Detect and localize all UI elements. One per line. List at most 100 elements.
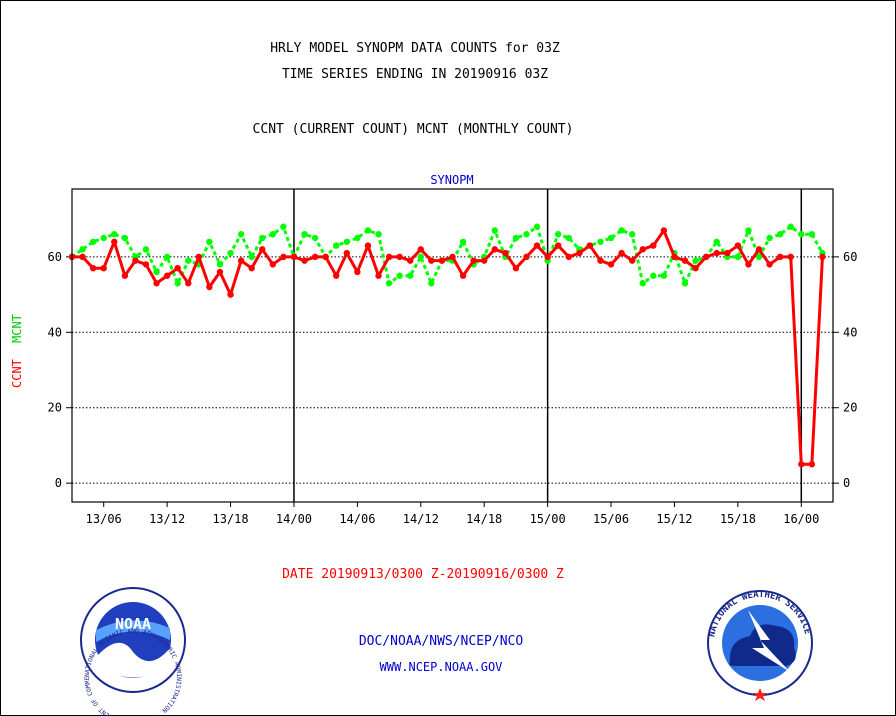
chart-subtitle: SYNOPM: [430, 173, 473, 187]
data-point-mcnt: [554, 231, 562, 238]
x-tick-label: 13/06: [86, 512, 122, 526]
plot-frame: [71, 188, 834, 503]
data-point-mcnt: [491, 227, 498, 234]
data-point-ccnt: [766, 261, 773, 268]
data-point-ccnt: [459, 272, 467, 279]
series-legend-text: CCNT (CURRENT COUNT) MCNT (MONTHLY COUNT…: [253, 122, 574, 137]
data-point-mcnt: [121, 234, 129, 242]
data-point-ccnt: [121, 272, 129, 279]
y-tick-label-right: 60: [843, 250, 857, 264]
data-point-ccnt: [354, 268, 361, 276]
y-tick-label-left: 40: [48, 325, 62, 339]
data-point-ccnt: [533, 242, 541, 249]
data-point-mcnt: [206, 238, 213, 245]
data-point-mcnt: [565, 234, 572, 242]
data-point-ccnt: [301, 257, 308, 264]
noaa-logo-text: NOAA: [115, 615, 151, 633]
data-point-ccnt: [375, 272, 382, 279]
data-point-mcnt: [259, 234, 266, 242]
y-axis-label-mcnt: MCNT: [10, 314, 24, 343]
date-range: DATE 20190913/0300 Z-20190916/0300 Z: [282, 567, 564, 582]
x-tick-label: 15/06: [593, 512, 629, 526]
data-point-mcnt: [354, 234, 361, 242]
data-point-mcnt: [766, 234, 773, 242]
data-point-ccnt: [111, 238, 118, 245]
data-point-ccnt: [660, 227, 668, 234]
data-point-mcnt: [333, 242, 340, 249]
data-point-mcnt: [745, 227, 752, 234]
data-point-mcnt: [311, 234, 319, 242]
x-tick-label: 14/00: [276, 512, 312, 526]
data-point-ccnt: [195, 253, 203, 261]
data-point-mcnt: [533, 223, 541, 230]
data-point-ccnt: [333, 272, 340, 279]
data-point-mcnt: [734, 253, 742, 261]
data-point-ccnt: [597, 257, 604, 264]
org-link[interactable]: DOC/NOAA/NWS/NCEP/NCO: [359, 634, 524, 649]
data-point-mcnt: [237, 231, 245, 238]
data-point-mcnt: [227, 249, 234, 257]
data-point-mcnt: [385, 280, 393, 287]
data-point-mcnt: [713, 238, 720, 245]
data-point-ccnt: [280, 253, 287, 261]
data-point-ccnt: [671, 253, 678, 261]
data-point-ccnt: [100, 264, 107, 272]
data-point-ccnt: [713, 249, 720, 257]
x-tick-label: 14/18: [466, 512, 502, 526]
data-point-ccnt: [174, 264, 181, 272]
y-tick-label-right: 20: [843, 401, 857, 415]
data-point-mcnt: [100, 234, 107, 242]
y-tick-label-right: 40: [843, 325, 857, 339]
data-point-mcnt: [364, 227, 372, 234]
data-point-ccnt: [755, 246, 763, 253]
data-point-mcnt: [396, 272, 403, 279]
data-point-ccnt: [322, 253, 329, 261]
data-point-mcnt: [280, 223, 287, 230]
data-point-mcnt: [681, 280, 689, 287]
y-tick-label-left: 0: [55, 476, 62, 490]
data-point-ccnt: [153, 280, 160, 287]
data-point-mcnt: [111, 231, 118, 238]
data-point-ccnt: [502, 249, 509, 257]
website-link[interactable]: WWW.NCEP.NOAA.GOV: [380, 660, 503, 674]
data-point-ccnt: [628, 257, 636, 264]
data-point-ccnt: [798, 461, 805, 468]
data-point-mcnt: [89, 238, 97, 245]
data-point-ccnt: [142, 261, 150, 268]
data-point-ccnt: [819, 253, 826, 261]
data-point-ccnt: [343, 249, 351, 257]
data-point-ccnt: [576, 249, 583, 257]
data-point-mcnt: [798, 231, 805, 238]
x-tick-label: 15/18: [720, 512, 756, 526]
y-tick-label-left: 60: [48, 250, 62, 264]
data-point-ccnt: [491, 246, 498, 253]
data-point-ccnt: [702, 253, 710, 261]
data-point-ccnt: [438, 257, 446, 264]
data-point-ccnt: [776, 253, 784, 261]
chart-title: HRLY MODEL SYNOPM DATA COUNTS for 03Z: [270, 41, 560, 56]
x-tick-label: 15/00: [530, 512, 566, 526]
data-point-ccnt: [544, 253, 551, 261]
data-point-ccnt: [89, 264, 97, 272]
data-point-mcnt: [692, 257, 699, 264]
axis-layer: 0 0 20 20 40 40 60 60 13/06 13/12 13/18 14/00 14/06 1…: [48, 250, 858, 526]
data-point-mcnt: [343, 238, 351, 245]
data-point-mcnt: [628, 231, 636, 238]
data-point-ccnt: [745, 261, 752, 268]
data-point-ccnt: [618, 249, 625, 257]
data-point-mcnt: [776, 231, 784, 238]
data-point-mcnt: [597, 238, 604, 245]
data-point-mcnt: [787, 223, 794, 230]
data-point-ccnt: [565, 253, 572, 261]
data-point-ccnt: [681, 257, 689, 264]
data-point-mcnt: [269, 231, 277, 238]
data-point-mcnt: [660, 272, 668, 279]
data-point-mcnt: [459, 238, 467, 245]
data-point-mcnt: [301, 231, 308, 238]
x-tick-label: 13/12: [149, 512, 185, 526]
data-point-mcnt: [248, 253, 255, 261]
data-point-ccnt: [216, 268, 224, 276]
data-point-ccnt: [163, 272, 171, 279]
data-point-ccnt: [449, 253, 456, 261]
data-point-mcnt: [174, 280, 181, 287]
